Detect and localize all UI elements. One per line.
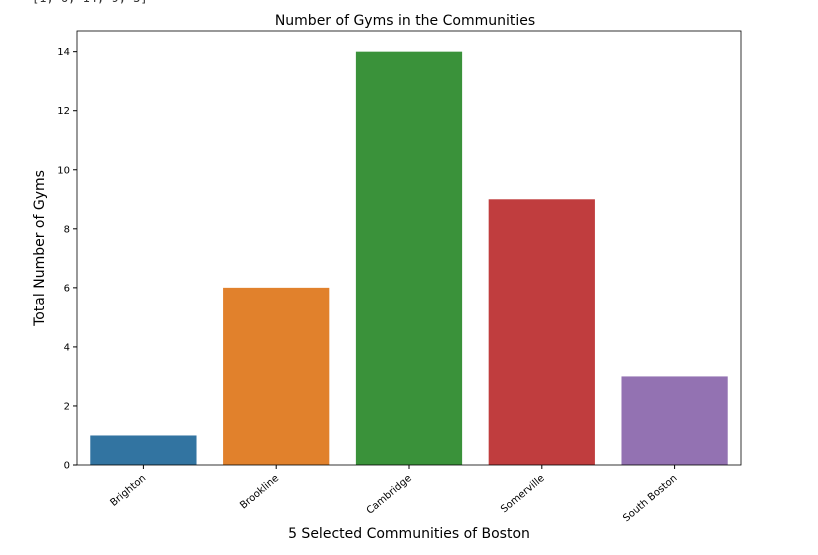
x-axis-label: 5 Selected Communities of Boston [288,526,530,542]
chart-title: Number of Gyms in the Communities [275,13,535,29]
bar [223,287,330,465]
y-tick-label: 12 [57,106,70,117]
x-tick-label: Cambridge [365,473,414,517]
x-tick-label: Brookline [238,473,281,512]
bar [488,199,595,466]
y-tick-label: 10 [57,165,70,176]
cell-output: [1, 6, 14, 9, 3] [32,0,148,5]
y-tick-label: 2 [64,401,70,412]
bar [90,435,197,465]
x-tick-label: South Boston [621,473,679,524]
y-axis-label: Total Number of Gyms [32,170,48,327]
y-tick-label: 4 [64,342,70,353]
y-tick-label: 8 [64,224,70,235]
x-tick-label: Somerville [499,473,547,515]
y-tick-label: 14 [57,47,70,58]
bar [355,51,463,466]
y-tick-label: 0 [64,461,70,472]
bar [621,376,728,465]
x-tick-label: Brighton [108,473,148,509]
plot-frame [76,30,742,466]
y-tick-label: 6 [64,283,70,294]
